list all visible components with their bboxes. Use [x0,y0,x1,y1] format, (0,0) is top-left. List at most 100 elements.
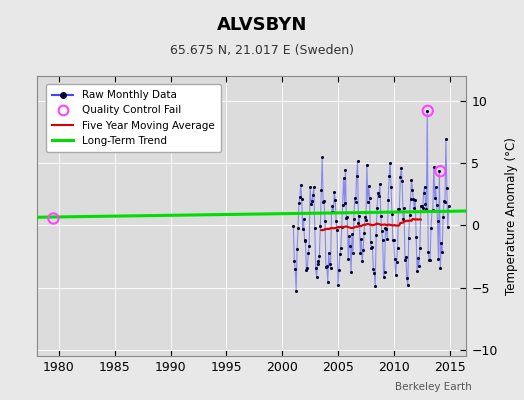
Point [436,168,444,174]
Point [438,249,446,255]
Point [314,261,323,268]
Point [406,212,414,218]
Point [443,185,451,192]
Point [431,194,439,201]
Point [368,244,377,250]
Point [322,264,330,270]
Point [340,200,348,206]
Text: ALVSBYN: ALVSBYN [217,16,307,34]
Point [433,218,442,224]
Point [375,192,383,199]
Point [390,237,398,243]
Point [442,136,450,142]
Point [416,245,424,251]
Point [306,184,314,190]
Point [423,108,432,114]
Point [431,184,440,190]
Point [49,215,58,222]
Point [403,282,412,288]
Point [298,196,306,202]
Point [367,245,376,252]
Point [311,264,320,271]
Point [398,178,407,185]
Point [392,259,401,265]
Point [334,282,342,288]
Text: Berkeley Earth: Berkeley Earth [395,382,472,392]
Point [444,203,453,209]
Point [439,214,447,220]
Point [323,263,331,269]
Point [365,183,373,190]
Point [307,200,315,207]
Point [371,283,379,289]
Point [407,176,416,183]
Point [372,232,380,238]
Point [421,200,430,207]
Point [360,230,368,236]
Point [436,265,444,271]
Point [353,172,361,179]
Point [374,190,382,196]
Point [358,258,366,264]
Point [331,196,340,203]
Point [420,184,429,190]
Point [301,238,310,245]
Point [387,184,395,190]
Point [340,175,348,181]
Point [388,211,396,218]
Point [319,199,328,205]
Point [414,262,423,269]
Point [395,206,403,212]
Point [407,196,415,202]
Point [417,203,425,209]
Point [341,167,350,173]
Point [369,265,378,272]
Point [304,250,312,256]
Point [419,205,427,212]
Point [337,224,346,230]
Point [313,258,322,264]
Point [413,268,421,274]
Point [294,225,302,231]
Point [400,205,408,212]
Point [348,231,356,238]
Point [432,202,441,208]
Point [344,256,353,262]
Point [378,237,387,243]
Point [410,205,419,212]
Point [427,225,435,232]
Point [295,200,303,206]
Point [324,250,333,256]
Point [302,266,311,273]
Y-axis label: Temperature Anomaly (°C): Temperature Anomaly (°C) [505,137,518,295]
Point [383,236,391,242]
Point [366,239,375,245]
Point [356,250,365,256]
Point [328,203,336,209]
Point [352,198,360,205]
Point [444,224,452,230]
Point [300,236,309,243]
Point [381,224,390,231]
Point [397,165,406,171]
Point [347,269,355,275]
Point [418,202,426,209]
Point [370,270,378,276]
Point [405,235,413,241]
Point [401,256,409,263]
Point [402,275,411,282]
Point [292,287,300,294]
Point [311,225,319,231]
Point [335,267,343,273]
Point [345,232,353,239]
Point [435,168,444,174]
Point [394,206,402,212]
Point [351,194,359,201]
Point [364,199,372,206]
Point [430,164,438,170]
Point [357,236,365,242]
Point [348,250,357,256]
Point [328,209,336,215]
Point [336,251,344,258]
Point [376,181,384,187]
